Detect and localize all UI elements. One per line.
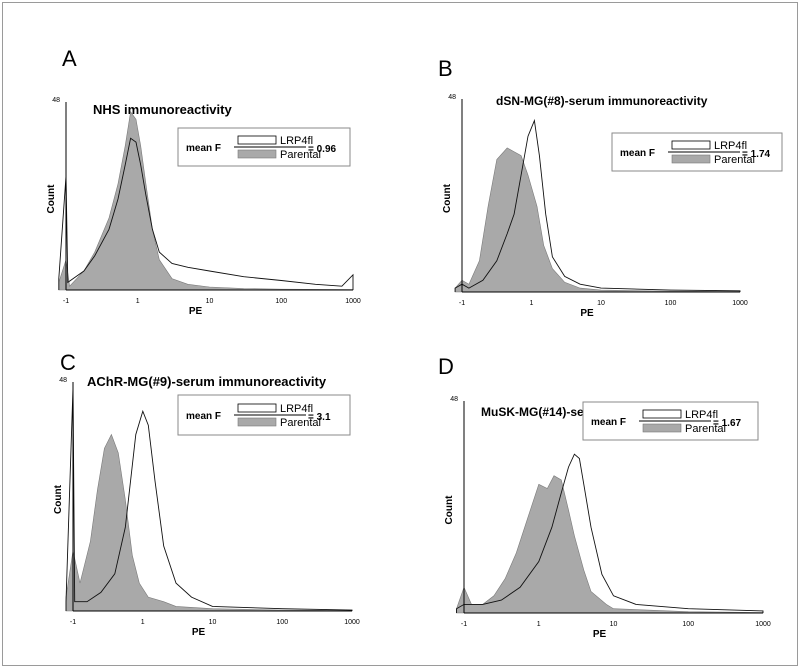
legend-prefix: mean F xyxy=(186,411,221,422)
x-tick-label: 1000 xyxy=(732,300,748,307)
legend-item-lrp4fl: LRP4fl xyxy=(280,135,313,147)
y-tick-label: 48 xyxy=(52,97,60,104)
x-tick-label: 10 xyxy=(610,621,618,628)
y-tick-label: 48 xyxy=(448,94,456,101)
y-axis-label: Count xyxy=(46,184,57,214)
legend-item-lrp4fl: LRP4fl xyxy=(714,140,747,152)
legend-item-lrp4fl: LRP4fl xyxy=(280,403,313,415)
chart-title: dSN-MG(#8)-serum immunoreactivity xyxy=(496,94,708,108)
x-tick-label: 1 xyxy=(530,300,534,307)
chart-title: AChR-MG(#9)-serum immunoreactivity xyxy=(87,374,327,389)
series-lrp4fl-line xyxy=(58,137,354,290)
legend-swatch-parental xyxy=(237,417,277,427)
legend-item-parental: Parental xyxy=(280,417,321,429)
x-tick-label: 1000 xyxy=(345,298,361,305)
series-parental-area xyxy=(58,111,354,291)
legend-prefix: mean F xyxy=(591,417,626,428)
series-lrp4fl-line xyxy=(454,118,741,292)
legend-swatch-parental xyxy=(642,423,682,433)
x-tick-label: 1000 xyxy=(344,619,360,626)
chart-panel-c: C AChR-MG(#9)-serum immunoreactivity 48 -1 1… xyxy=(53,350,360,638)
legend-item-lrp4fl: LRP4fl xyxy=(685,409,718,421)
x-axis-label: PE xyxy=(593,629,607,640)
y-tick-label: 48 xyxy=(59,377,67,384)
legend-mean-value: = 0.96 xyxy=(308,144,337,155)
legend-item-parental: Parental xyxy=(714,154,755,166)
legend-item-parental: Parental xyxy=(685,423,726,435)
x-tick-label: 100 xyxy=(665,300,677,307)
legend-mean-value: = 1.67 xyxy=(713,418,742,429)
legend-item-parental: Parental xyxy=(280,149,321,161)
series-parental-area xyxy=(454,147,741,293)
y-axis-label: Count xyxy=(442,183,453,213)
legend: mean F LRP4fl Parental= 0.96 xyxy=(177,127,351,167)
series-lrp4fl-line xyxy=(65,387,353,611)
legend: mean F LRP4fl Parental= 3.1 xyxy=(177,394,351,436)
x-tick-label: -1 xyxy=(70,619,76,626)
legend-swatch-lrp4fl xyxy=(642,409,682,419)
x-tick-label: 10 xyxy=(597,300,605,307)
series-lrp4fl-line xyxy=(456,453,764,613)
x-tick-label: 100 xyxy=(276,619,288,626)
x-tick-label: 1 xyxy=(141,619,145,626)
legend-mean-value: = 3.1 xyxy=(308,412,331,423)
legend-swatch-parental xyxy=(237,149,277,159)
x-tick-label: 10 xyxy=(209,619,217,626)
panel-label: B xyxy=(438,56,453,81)
x-tick-label: -1 xyxy=(459,300,465,307)
legend: mean F LRP4fl Parental= 1.67 xyxy=(582,401,759,441)
panel-label: C xyxy=(60,350,76,375)
chart-panel-a: A NHS immunoreactivity 48 -1 1 10 100 1000 PE Cou… xyxy=(46,46,361,317)
series-parental-area xyxy=(456,475,764,614)
x-tick-label: 100 xyxy=(682,621,694,628)
legend-box xyxy=(177,127,351,167)
panel-label: A xyxy=(62,46,77,71)
x-tick-label: 100 xyxy=(275,298,287,305)
y-tick-label: 48 xyxy=(450,396,458,403)
legend-mean-value: = 1.74 xyxy=(742,149,771,160)
panel-label: D xyxy=(438,354,454,379)
x-tick-label: 1 xyxy=(136,298,140,305)
x-tick-label: 10 xyxy=(206,298,214,305)
legend-swatch-parental xyxy=(671,154,711,164)
legend-prefix: mean F xyxy=(620,148,655,159)
x-axis-label: PE xyxy=(192,627,206,638)
x-axis-label: PE xyxy=(189,306,203,317)
x-tick-label: -1 xyxy=(63,298,69,305)
y-axis-label: Count xyxy=(53,484,64,514)
y-axis-label: Count xyxy=(444,495,455,525)
chart-title: NHS immunoreactivity xyxy=(93,102,232,117)
legend-swatch-lrp4fl xyxy=(237,135,277,145)
legend-swatch-lrp4fl xyxy=(671,140,711,150)
legend-swatch-lrp4fl xyxy=(237,403,277,413)
x-tick-label: -1 xyxy=(461,621,467,628)
x-tick-label: 1 xyxy=(537,621,541,628)
series-parental-area xyxy=(65,433,353,612)
legend: mean F LRP4fl Parental= 1.74 xyxy=(611,132,783,172)
x-tick-label: 1000 xyxy=(755,621,771,628)
legend-prefix: mean F xyxy=(186,143,221,154)
x-axis-label: PE xyxy=(580,308,594,319)
